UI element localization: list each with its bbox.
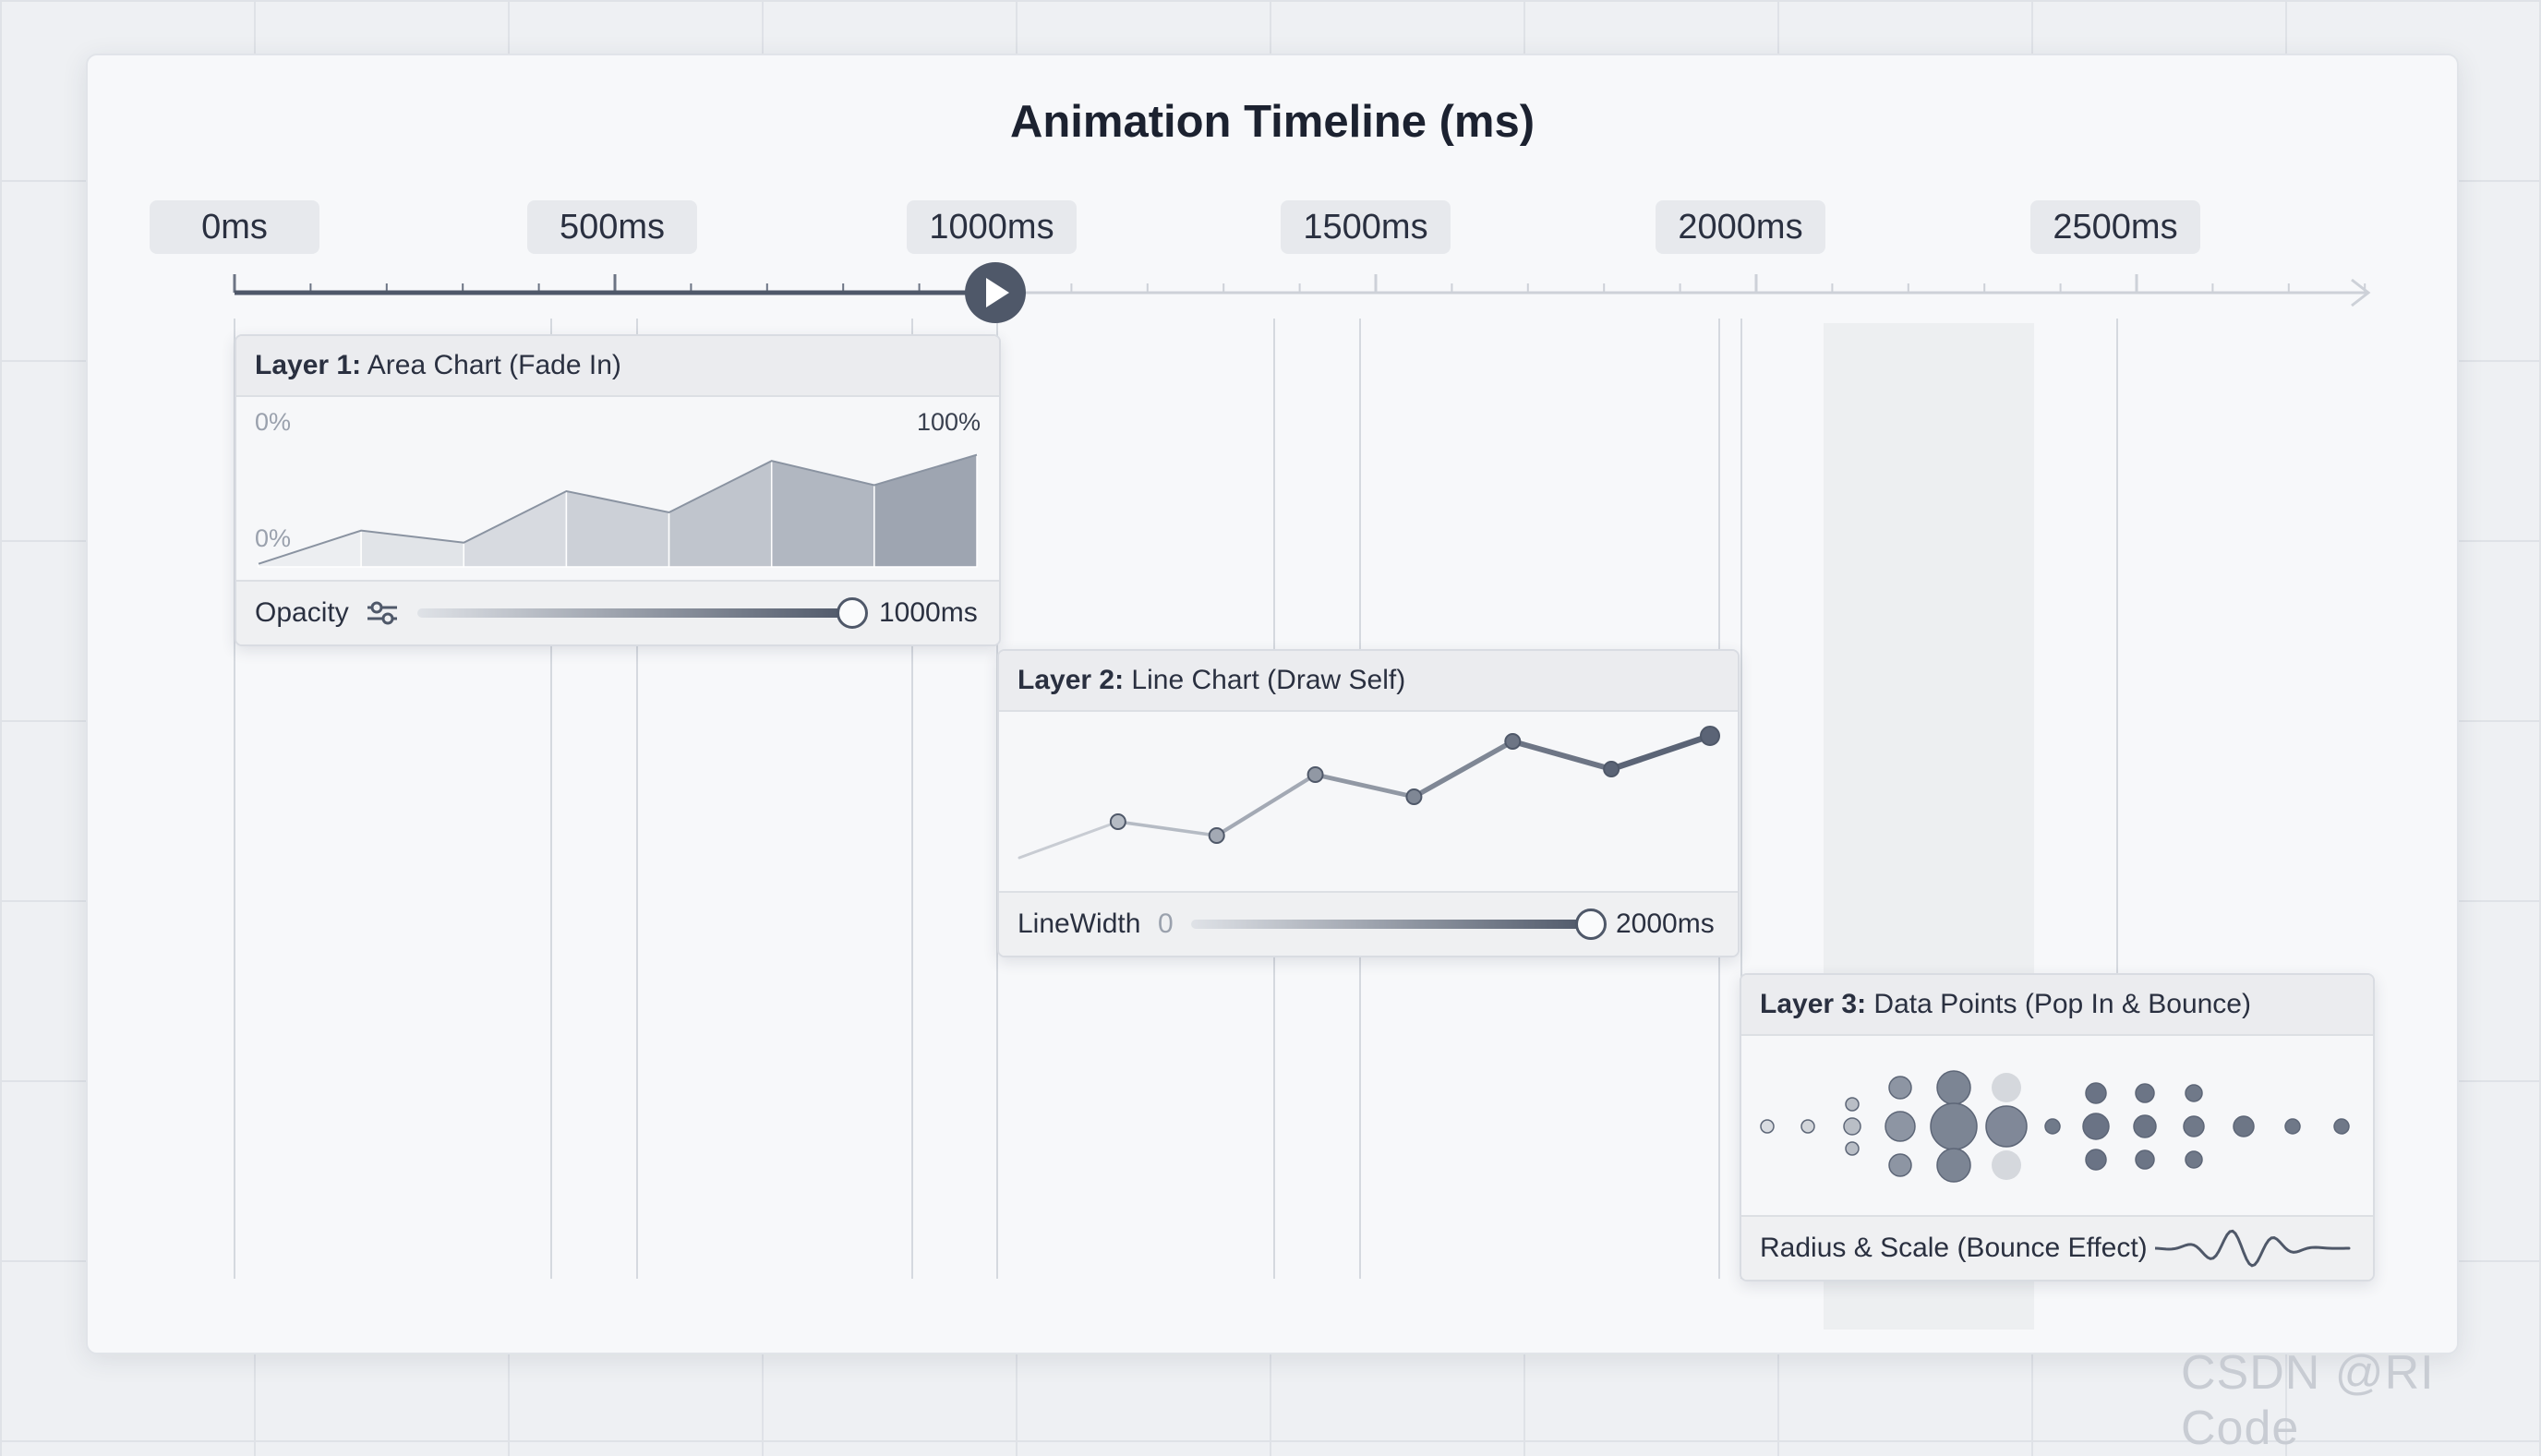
linewidth-duration: 2000ms — [1616, 908, 1715, 939]
data-point-2-2 — [1845, 1141, 1860, 1156]
data-point-6-0 — [2044, 1118, 2061, 1135]
layer-2-chart — [999, 712, 1738, 891]
linewidth-slider-track[interactable] — [1191, 920, 1590, 929]
area-segment-4 — [668, 459, 773, 568]
data-point-3-0 — [1888, 1076, 1912, 1100]
data-point-9-2 — [2185, 1150, 2203, 1169]
opacity-label: Opacity — [255, 597, 349, 628]
data-point-5-2 — [1992, 1150, 2021, 1180]
layer-1-chart: 0% 100% 0% — [236, 397, 999, 580]
tick-label-1500ms: 1500ms — [1281, 200, 1451, 254]
layer-1-header: Layer 1: Area Chart (Fade In) — [236, 336, 999, 397]
opacity-slider-knob[interactable] — [837, 597, 868, 629]
line-segment-2 — [1214, 772, 1318, 838]
line-segment-0 — [1018, 820, 1120, 860]
line-point-3 — [1307, 766, 1324, 783]
layer-1-name: Area Chart (Fade In) — [367, 350, 621, 380]
data-point-3-1 — [1885, 1111, 1916, 1142]
line-segment-3 — [1313, 772, 1416, 800]
data-point-7-2 — [2085, 1149, 2107, 1171]
data-point-5-1 — [1985, 1105, 2028, 1148]
chart-label-top-left: 0% — [255, 408, 292, 436]
data-point-3-2 — [1888, 1153, 1912, 1177]
line-point-2 — [1208, 827, 1225, 844]
linewidth-label: LineWidth — [1018, 908, 1141, 939]
layer-3-header: Layer 3: Data Points (Pop In & Bounce) — [1741, 975, 2373, 1036]
data-point-4-2 — [1936, 1148, 1971, 1183]
layer-2-number: Layer 2: — [1018, 665, 1125, 695]
layer-3-chart — [1741, 1036, 2373, 1215]
data-point-12-0 — [2333, 1118, 2350, 1135]
layer-1-number: Layer 1: — [255, 350, 362, 380]
data-point-4-1 — [1930, 1102, 1978, 1150]
data-points-chart — [1760, 1070, 2350, 1183]
area-series-line — [258, 453, 978, 565]
linewidth-slider-knob[interactable] — [1575, 908, 1607, 940]
data-point-8-0 — [2135, 1083, 2155, 1103]
line-segment-1 — [1116, 820, 1219, 837]
line-point-6 — [1603, 761, 1620, 777]
data-point-11-0 — [2284, 1118, 2301, 1135]
opacity-slider-track[interactable] — [417, 608, 851, 618]
data-point-7-0 — [2085, 1082, 2107, 1104]
area-segment-5 — [770, 460, 875, 568]
line-chart — [1018, 726, 1720, 860]
data-point-1-0 — [1800, 1119, 1815, 1134]
tick-label-1000ms: 1000ms — [907, 200, 1077, 254]
chart-label-top-right: 100% — [916, 408, 981, 436]
data-point-9-0 — [2185, 1084, 2203, 1102]
data-point-2-1 — [1843, 1117, 1861, 1136]
layer-3-footer: Radius & Scale (Bounce Effect) — [1741, 1215, 2373, 1280]
bounce-wave-icon — [2155, 1229, 2351, 1268]
line-point-7 — [1700, 726, 1720, 746]
chart-label-bottom-left: 0% — [255, 524, 292, 552]
page-title: Animation Timeline (ms) — [1009, 97, 1535, 147]
layer-2-name: Line Chart (Draw Self) — [1131, 665, 1406, 695]
tick-label-0ms: 0ms — [150, 200, 319, 254]
timeline-card: Animation Timeline (ms) 0ms 500ms 1000ms… — [86, 54, 2459, 1354]
data-point-5-0 — [1992, 1073, 2021, 1102]
play-icon — [986, 278, 1009, 307]
axis-arrow-icon — [2351, 278, 2371, 307]
line-point-4 — [1405, 788, 1423, 805]
line-segment-4 — [1411, 739, 1515, 800]
data-point-7-1 — [2082, 1113, 2110, 1140]
radius-scale-label: Radius & Scale (Bounce Effect) — [1760, 1233, 2148, 1263]
layer-1-card[interactable]: Layer 1: Area Chart (Fade In) 0% 100% 0%… — [235, 334, 1001, 646]
data-point-10-0 — [2233, 1115, 2255, 1137]
opacity-duration: 1000ms — [879, 597, 978, 628]
tick-label-2000ms: 2000ms — [1656, 200, 1825, 254]
data-point-8-2 — [2135, 1149, 2155, 1170]
bounce-wave-path — [2155, 1229, 2351, 1268]
tick-label-500ms: 500ms — [527, 200, 697, 254]
layer-2-footer: LineWidth 0 2000ms — [999, 891, 1738, 956]
data-point-9-1 — [2183, 1115, 2205, 1137]
data-point-2-0 — [1845, 1097, 1860, 1112]
area-chart — [258, 453, 978, 568]
line-segment-6 — [1608, 732, 1714, 773]
layer-3-card[interactable]: Layer 3: Data Points (Pop In & Bounce) R… — [1740, 973, 2375, 1282]
data-point-0-0 — [1760, 1119, 1775, 1134]
area-segment-2 — [463, 489, 568, 568]
linewidth-min-label: 0 — [1158, 908, 1174, 939]
data-point-8-1 — [2133, 1114, 2157, 1138]
layer-3-number: Layer 3: — [1760, 989, 1867, 1019]
layer-3-name: Data Points (Pop In & Bounce) — [1873, 989, 2251, 1019]
play-button[interactable] — [965, 262, 1026, 323]
data-point-4-0 — [1936, 1070, 1971, 1105]
line-segment-5 — [1510, 739, 1615, 772]
watermark: CSDN @RI Code — [2181, 1346, 2435, 1455]
layer-2-header: Layer 2: Line Chart (Draw Self) — [999, 651, 1738, 712]
line-point-1 — [1109, 813, 1126, 830]
line-point-5 — [1504, 733, 1522, 750]
tick-label-2500ms: 2500ms — [2030, 200, 2200, 254]
area-segment-6 — [873, 453, 978, 568]
layer-2-card[interactable]: Layer 2: Line Chart (Draw Self) LineWidt… — [997, 649, 1740, 957]
layer-1-footer: Opacity 1000ms — [236, 580, 999, 644]
sliders-icon — [367, 601, 397, 625]
